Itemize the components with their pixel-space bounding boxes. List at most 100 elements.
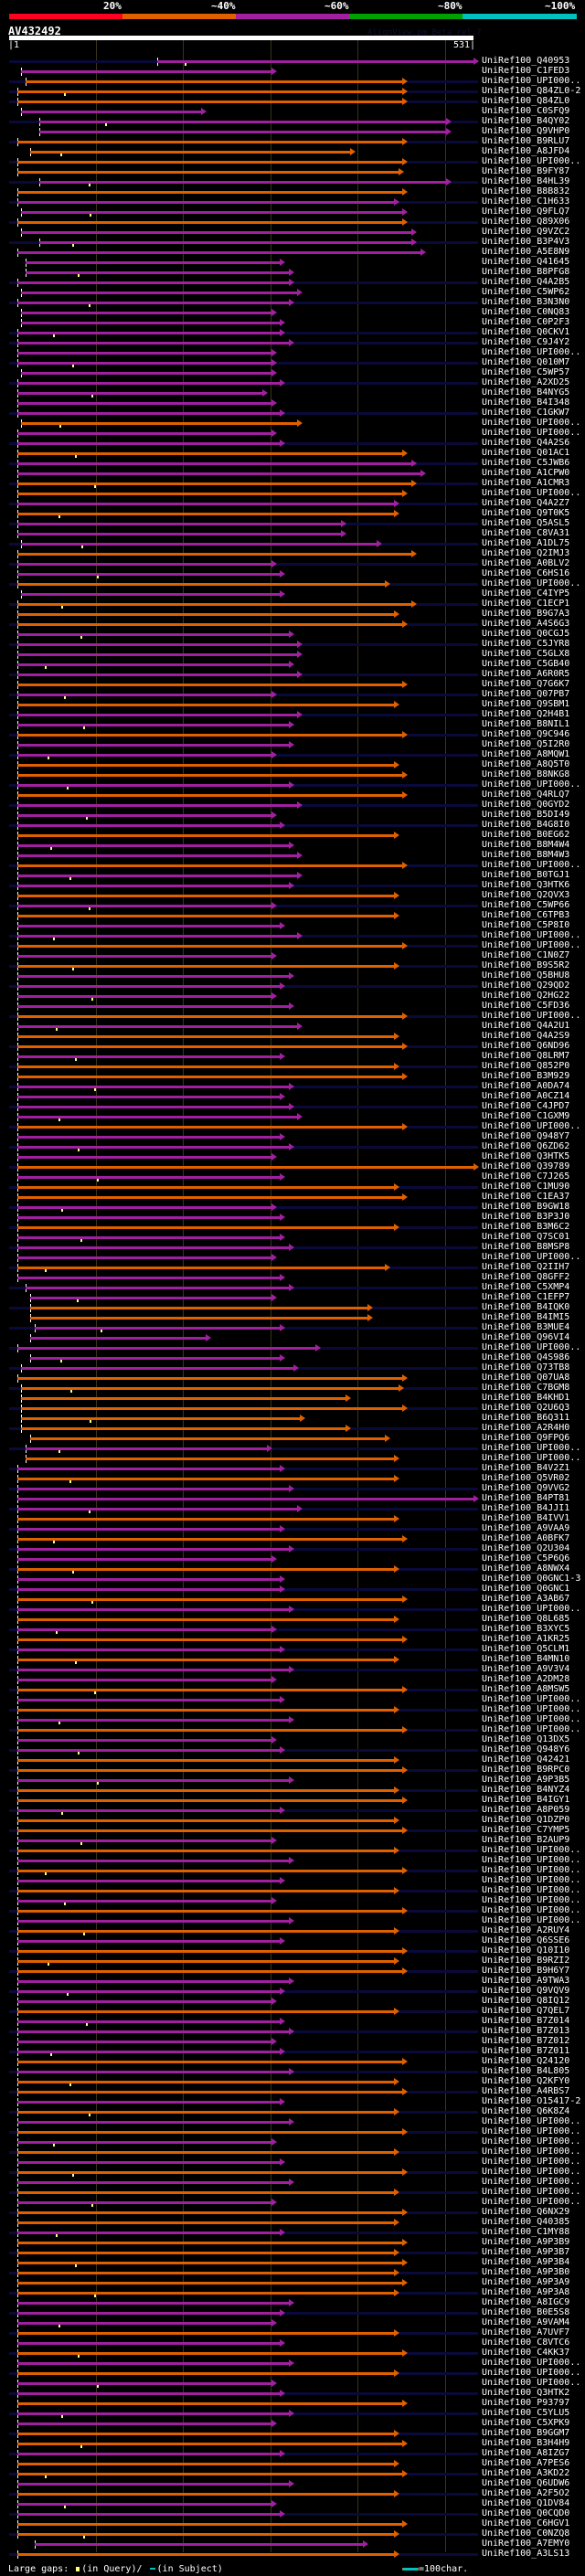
hit-row[interactable]: UniRef100_B3H4H9: [0, 2438, 585, 2449]
hit-row[interactable]: UniRef100_UPI000..: [0, 1875, 585, 1886]
hit-label[interactable]: UniRef100_UPI000..: [482, 2378, 581, 2388]
hit-label[interactable]: UniRef100_A9VAA9: [482, 1523, 570, 1533]
alignment-segment[interactable]: [16, 1608, 289, 1611]
hit-label[interactable]: UniRef100_O15417-2: [482, 2096, 581, 2106]
hit-row[interactable]: UniRef100_C5WP62: [0, 287, 585, 298]
alignment-segment[interactable]: [16, 2000, 271, 2003]
hit-label[interactable]: UniRef100_UPI000..: [482, 1011, 581, 1021]
hit-label[interactable]: UniRef100_B9RZI2: [482, 1956, 570, 1966]
alignment-segment[interactable]: [16, 2081, 394, 2083]
hit-label[interactable]: UniRef100_Q9T0K5: [482, 508, 570, 518]
alignment-segment[interactable]: [16, 2101, 281, 2104]
alignment-segment[interactable]: [16, 864, 403, 867]
alignment-segment[interactable]: [16, 1236, 281, 1239]
alignment-segment[interactable]: [16, 1819, 394, 1822]
alignment-segment[interactable]: [16, 1699, 281, 1701]
hit-label[interactable]: UniRef100_UPI000..: [482, 2157, 581, 2167]
hit-label[interactable]: UniRef100_A3LS13: [482, 2549, 570, 2559]
hit-label[interactable]: UniRef100_C1ECP1: [482, 599, 570, 609]
hit-label[interactable]: UniRef100_C1MU90: [482, 1182, 570, 1192]
hit-row[interactable]: UniRef100_A0DA74: [0, 1081, 585, 1092]
hit-row[interactable]: UniRef100_A3KD22: [0, 2468, 585, 2479]
hit-row[interactable]: UniRef100_C7J265: [0, 1171, 585, 1182]
hit-label[interactable]: UniRef100_Q4RLQ7: [482, 790, 570, 800]
hit-label[interactable]: UniRef100_A2RUY4: [482, 1925, 570, 1935]
alignment-segment[interactable]: [16, 2141, 271, 2144]
hit-row[interactable]: UniRef100_Q9FLQ7: [0, 207, 585, 217]
alignment-segment[interactable]: [16, 794, 403, 797]
hit-row[interactable]: UniRef100_C0SFQ9: [0, 106, 585, 117]
hit-label[interactable]: UniRef100_C6HGV1: [482, 2518, 570, 2528]
hit-label[interactable]: UniRef100_Q5I2R0: [482, 739, 570, 749]
hit-row[interactable]: UniRef100_UPI000..: [0, 2368, 585, 2379]
hit-row[interactable]: UniRef100_Q13DX5: [0, 1734, 585, 1745]
hit-label[interactable]: UniRef100_Q1DV84: [482, 2498, 570, 2508]
alignment-segment[interactable]: [21, 1417, 301, 1420]
hit-label[interactable]: UniRef100_A8Q5T0: [482, 759, 570, 769]
hit-label[interactable]: UniRef100_UPI000..: [482, 1895, 581, 1905]
hit-row[interactable]: UniRef100_Q1DV84: [0, 2498, 585, 2509]
alignment-segment[interactable]: [16, 804, 298, 807]
hit-row[interactable]: UniRef100_B4MN10: [0, 1654, 585, 1665]
hit-label[interactable]: UniRef100_B4IGY1: [482, 1795, 570, 1805]
hit-row[interactable]: UniRef100_UPI000..: [0, 1865, 585, 1876]
hit-row[interactable]: UniRef100_A9P3A8: [0, 2287, 585, 2298]
hit-label[interactable]: UniRef100_C0SFQ9: [482, 106, 570, 116]
alignment-segment[interactable]: [16, 2211, 403, 2214]
alignment-segment[interactable]: [16, 432, 271, 435]
hit-row[interactable]: UniRef100_B0EG62: [0, 830, 585, 841]
alignment-segment[interactable]: [26, 271, 289, 274]
hit-label[interactable]: UniRef100_Q8GFF2: [482, 1272, 570, 1282]
hit-label[interactable]: UniRef100_B8B832: [482, 186, 570, 196]
hit-label[interactable]: UniRef100_A9VAM4: [482, 2317, 570, 2327]
alignment-segment[interactable]: [38, 121, 447, 123]
hit-row[interactable]: UniRef100_B9GW18: [0, 1202, 585, 1213]
hit-label[interactable]: UniRef100_B0E5S8: [482, 2307, 570, 2317]
hit-label[interactable]: UniRef100_C1GXM9: [482, 1111, 570, 1121]
hit-row[interactable]: UniRef100_Q8GFF2: [0, 1272, 585, 1283]
hit-label[interactable]: UniRef100_B4IMI5: [482, 1312, 570, 1322]
hit-row[interactable]: UniRef100_A5E8N9: [0, 247, 585, 258]
hit-row[interactable]: UniRef100_C5JYR8: [0, 639, 585, 650]
hit-label[interactable]: UniRef100_Q2IMJ3: [482, 548, 570, 558]
hit-label[interactable]: UniRef100_Q7G6K7: [482, 679, 570, 689]
alignment-segment[interactable]: [16, 1206, 271, 1209]
alignment-segment[interactable]: [16, 2231, 281, 2234]
alignment-segment[interactable]: [16, 1588, 281, 1591]
hit-row[interactable]: UniRef100_UPI000..: [0, 1915, 585, 1926]
alignment-segment[interactable]: [16, 382, 281, 385]
alignment-segment[interactable]: [16, 2061, 403, 2063]
hit-row[interactable]: UniRef100_C1EFP7: [0, 1292, 585, 1303]
alignment-segment[interactable]: [16, 623, 403, 626]
alignment-segment[interactable]: [16, 1176, 281, 1179]
hit-row[interactable]: UniRef100_B3XYC5: [0, 1624, 585, 1635]
alignment-segment[interactable]: [16, 2111, 394, 2114]
alignment-segment[interactable]: [34, 2543, 364, 2546]
hit-row[interactable]: UniRef100_UPI000..: [0, 1342, 585, 1353]
alignment-segment[interactable]: [16, 281, 289, 284]
hit-row[interactable]: UniRef100_B4IVV1: [0, 1513, 585, 1524]
alignment-segment[interactable]: [38, 241, 411, 244]
hit-label[interactable]: UniRef100_UPI000..: [482, 2187, 581, 2197]
alignment-segment[interactable]: [16, 2453, 281, 2455]
hit-row[interactable]: UniRef100_B7Z012: [0, 2036, 585, 2047]
hit-row[interactable]: UniRef100_C0NZQ8: [0, 2528, 585, 2539]
hit-row[interactable]: UniRef100_C8VTC6: [0, 2337, 585, 2348]
alignment-segment[interactable]: [16, 925, 281, 928]
hit-row[interactable]: UniRef100_A9P3B0: [0, 2267, 585, 2278]
alignment-segment[interactable]: [26, 1447, 267, 1450]
hit-row[interactable]: UniRef100_Q4A2Z7: [0, 498, 585, 509]
alignment-segment[interactable]: [16, 90, 403, 93]
hit-label[interactable]: UniRef100_A9P3B5: [482, 1775, 570, 1785]
hit-row[interactable]: UniRef100_C1GXM9: [0, 1111, 585, 1122]
hit-label[interactable]: UniRef100_Q7SC01: [482, 1232, 570, 1242]
hit-row[interactable]: UniRef100_UPI000..: [0, 2126, 585, 2137]
alignment-segment[interactable]: [16, 653, 298, 656]
hit-row[interactable]: UniRef100_UPI000..: [0, 1714, 585, 1725]
alignment-segment[interactable]: [16, 2382, 271, 2385]
hit-label[interactable]: UniRef100_UPI000..: [482, 1604, 581, 1614]
hit-label[interactable]: UniRef100_A7PES6: [482, 2458, 570, 2468]
hit-row[interactable]: UniRef100_UPI000..: [0, 1845, 585, 1856]
hit-label[interactable]: UniRef100_C8VTC6: [482, 2337, 570, 2348]
hit-row[interactable]: UniRef100_Q40953: [0, 56, 585, 67]
